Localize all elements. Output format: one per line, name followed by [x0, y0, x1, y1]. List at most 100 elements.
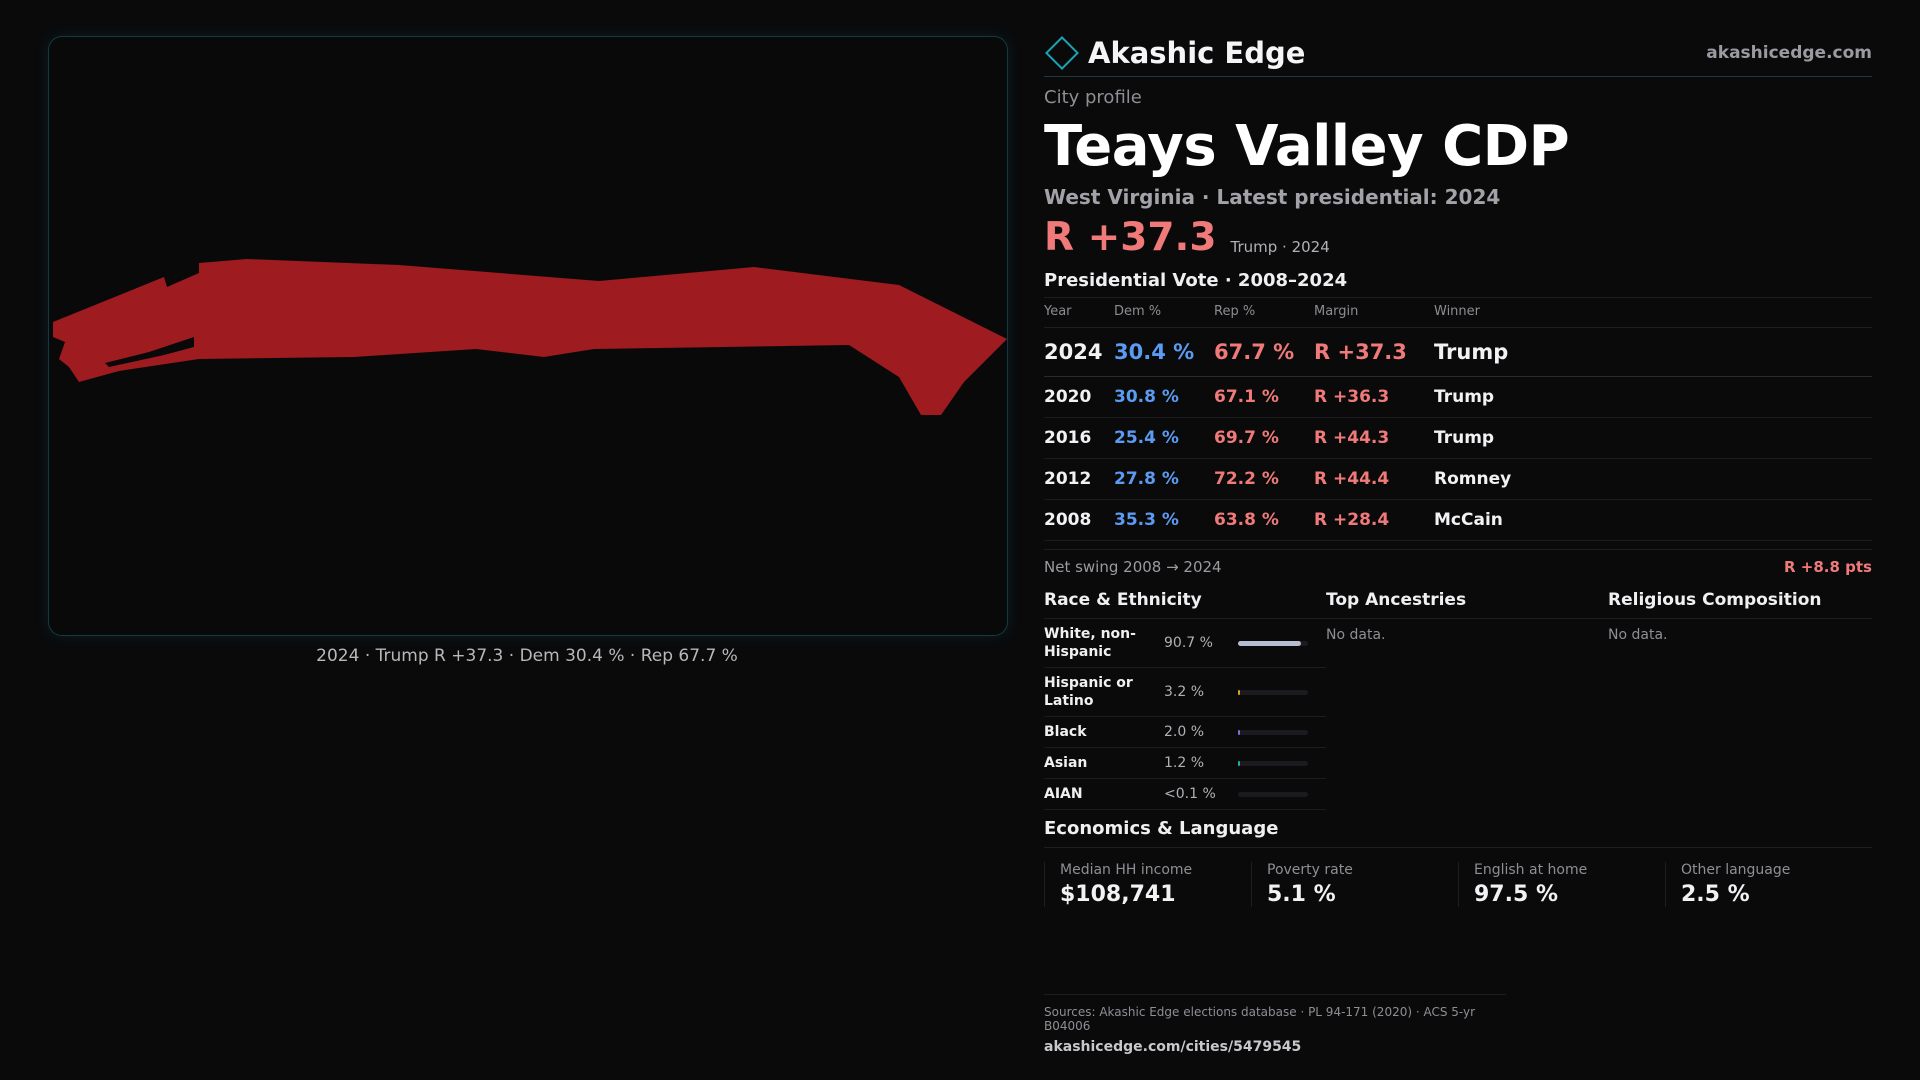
stat-value: 2.5 %: [1681, 882, 1750, 907]
race-row: Black 2.0 %: [1044, 717, 1326, 748]
winner-cell: Trump: [1434, 376, 1872, 418]
race-row: AIAN <0.1 %: [1044, 779, 1326, 810]
page-subtitle: West Virginia · Latest presidential: 202…: [1044, 185, 1501, 209]
brand-name: Akashic Edge: [1088, 36, 1306, 70]
table-row: 2008 35.3 % 63.8 % R +28.4 McCain: [1044, 499, 1872, 541]
margin-cell: R +44.3: [1314, 417, 1434, 459]
year-cell: 2020: [1044, 376, 1114, 418]
table-row: 2016 25.4 % 69.7 % R +44.3 Trump: [1044, 417, 1872, 459]
race-title: Race & Ethnicity: [1044, 590, 1326, 619]
race-bar-track: [1238, 760, 1308, 766]
race-name: Hispanic or Latino: [1044, 675, 1133, 709]
race-name: Asian: [1044, 755, 1088, 771]
race-pct: 90.7 %: [1164, 635, 1213, 651]
votes-title: Presidential Vote · 2008–2024: [1044, 270, 1348, 291]
city-boundary-map: [53, 259, 1007, 415]
votes-header-row: Year Dem % Rep % Margin Winner: [1044, 297, 1872, 328]
stat-english-at-home: English at home 97.5 %: [1458, 862, 1665, 907]
votes-table: Year Dem % Rep % Margin Winner 2024 30.4…: [1044, 297, 1872, 541]
col-header-dem: Dem %: [1114, 297, 1214, 328]
rep-cell: 67.1 %: [1214, 376, 1314, 418]
race-bar-fill: [1238, 689, 1241, 695]
race-row: White, non-Hispanic 90.7 %: [1044, 619, 1326, 668]
race-row: Asian 1.2 %: [1044, 748, 1326, 779]
religion-empty: No data.: [1608, 627, 1668, 643]
brand-bar: Akashic Edge akashicedge.com: [1044, 30, 1872, 77]
diamond-logo-icon: [1045, 36, 1079, 70]
year-cell: 2024: [1044, 327, 1114, 377]
winner-cell: Romney: [1434, 458, 1872, 500]
religion-title: Religious Composition: [1608, 590, 1872, 619]
economics-title: Economics & Language: [1044, 818, 1872, 848]
sources-footer: Sources: Akashic Edge elections database…: [1044, 994, 1506, 1055]
swing-label: Net swing 2008 → 2024: [1044, 558, 1222, 576]
map-caption: 2024 · Trump R +37.3 · Dem 30.4 % · Rep …: [316, 646, 738, 666]
ancestries-title: Top Ancestries: [1326, 590, 1608, 619]
col-header-winner: Winner: [1434, 297, 1872, 328]
dem-cell: 30.4 %: [1114, 327, 1214, 377]
rep-cell: 72.2 %: [1214, 458, 1314, 500]
net-swing: Net swing 2008 → 2024 R +8.8 pts: [1044, 549, 1872, 576]
map-panel: [48, 36, 1008, 636]
race-name: AIAN: [1044, 786, 1083, 802]
stat-value: 5.1 %: [1267, 882, 1336, 907]
rep-cell: 67.7 %: [1214, 327, 1314, 377]
stat-other-language: Other language 2.5 %: [1665, 862, 1872, 907]
table-row: 2024 30.4 % 67.7 % R +37.3 Trump: [1044, 327, 1872, 377]
col-header-year: Year: [1044, 297, 1114, 328]
race-bar-fill: [1238, 760, 1240, 766]
race-name: Black: [1044, 724, 1087, 740]
race-bar-track: [1238, 791, 1308, 797]
dem-cell: 25.4 %: [1114, 417, 1214, 459]
race-bar-fill: [1238, 729, 1240, 735]
rep-cell: 63.8 %: [1214, 499, 1314, 541]
stat-poverty-rate: Poverty rate 5.1 %: [1251, 862, 1458, 907]
race-column: Race & Ethnicity White, non-Hispanic 90.…: [1044, 590, 1326, 810]
year-cell: 2008: [1044, 499, 1114, 541]
race-name: White, non-Hispanic: [1044, 626, 1136, 660]
dem-cell: 35.3 %: [1114, 499, 1214, 541]
page-kicker: City profile: [1044, 87, 1142, 108]
margin-note: Trump · 2024: [1230, 238, 1330, 256]
stat-value: 97.5 %: [1474, 882, 1558, 907]
sources-text: Sources: Akashic Edge elections database…: [1044, 1005, 1476, 1033]
dem-cell: 27.8 %: [1114, 458, 1214, 500]
winner-cell: Trump: [1434, 327, 1872, 377]
race-bar-track: [1238, 689, 1308, 695]
rep-cell: 69.7 %: [1214, 417, 1314, 459]
economics-grid: Median HH income $108,741 Poverty rate 5…: [1044, 862, 1872, 907]
table-row: 2012 27.8 % 72.2 % R +44.4 Romney: [1044, 458, 1872, 500]
race-pct: 1.2 %: [1164, 755, 1205, 771]
profile-panel: Akashic Edge akashicedge.com City profil…: [1044, 30, 1872, 907]
stat-label: Other language: [1681, 862, 1791, 878]
margin-cell: R +36.3: [1314, 376, 1434, 418]
year-cell: 2016: [1044, 417, 1114, 459]
margin-cell: R +28.4: [1314, 499, 1434, 541]
year-cell: 2012: [1044, 458, 1114, 500]
stat-median-income: Median HH income $108,741: [1044, 862, 1251, 907]
city-boundary-shape: [53, 259, 1007, 415]
col-header-rep: Rep %: [1214, 297, 1314, 328]
stat-label: Median HH income: [1060, 862, 1193, 878]
page-url-link[interactable]: akashicedge.com/cities/5479545: [1044, 1039, 1302, 1055]
race-bar-fill: [1238, 640, 1302, 646]
swing-value: R +8.8 pts: [1784, 558, 1872, 576]
stat-label: English at home: [1474, 862, 1588, 878]
race-bar-track: [1238, 640, 1308, 646]
religion-column: Religious Composition No data.: [1608, 590, 1872, 810]
demographics-section: Race & Ethnicity White, non-Hispanic 90.…: [1044, 590, 1872, 810]
winner-cell: McCain: [1434, 499, 1872, 541]
margin-value: R +37.3: [1044, 215, 1217, 260]
winner-cell: Trump: [1434, 417, 1872, 459]
margin-cell: R +37.3: [1314, 327, 1434, 377]
race-pct: <0.1 %: [1164, 786, 1216, 802]
page-title: Teays Valley CDP: [1044, 114, 1570, 179]
race-list: White, non-Hispanic 90.7 % Hispanic or L…: [1044, 619, 1326, 810]
headline-margin: R +37.3 Trump · 2024: [1044, 215, 1872, 260]
site-link[interactable]: akashicedge.com: [1706, 43, 1872, 63]
race-bar-track: [1238, 729, 1308, 735]
stat-label: Poverty rate: [1267, 862, 1353, 878]
col-header-margin: Margin: [1314, 297, 1434, 328]
race-pct: 2.0 %: [1164, 724, 1205, 740]
ancestries-column: Top Ancestries No data.: [1326, 590, 1608, 810]
